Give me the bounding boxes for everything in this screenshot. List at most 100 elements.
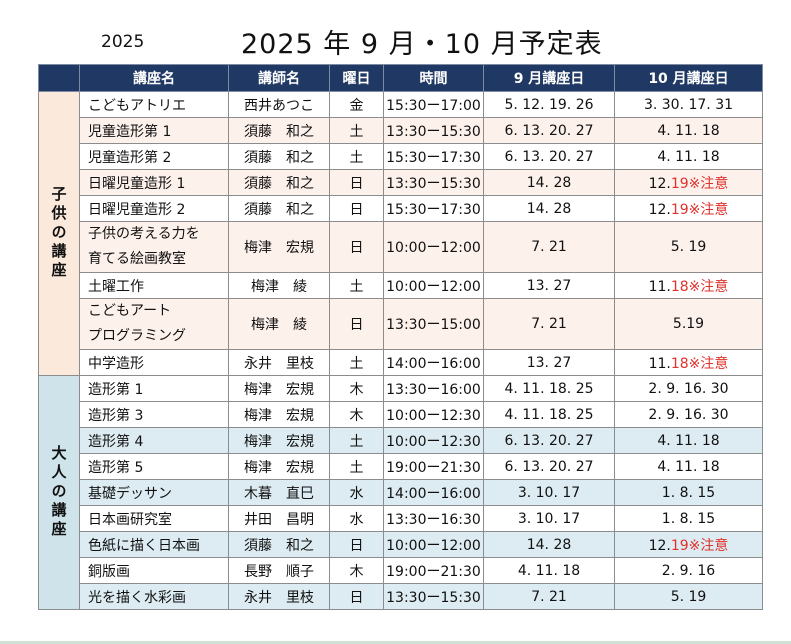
table-row: 色紙に描く日本画 須藤 和之 日 10:00ー12:00 14. 28 12.1…: [39, 531, 763, 558]
table-row: 中学造形 永井 里枝 土 14:00ー16:00 13. 27 11.18※注意: [39, 349, 763, 376]
time-range: 13:30ー15:30: [383, 169, 484, 196]
october-dates: 12.19※注意: [614, 195, 763, 222]
course-name-line1: 子供の考える力を: [88, 226, 200, 242]
september-dates: 4. 11. 18: [483, 557, 615, 584]
course-name: 造形第 1: [79, 375, 229, 402]
october-dates-text: 12.: [648, 175, 671, 192]
october-dates-text: 4. 11. 18: [657, 458, 720, 475]
teacher-name: 西井あつこ: [228, 91, 330, 118]
time-range: 15:30ー17:00: [383, 91, 484, 118]
october-dates-text: 2. 9. 16. 30: [648, 406, 729, 423]
table-row: 銅版画 長野 順子 木 19:00ー21:30 4. 11. 18 2. 9. …: [39, 557, 763, 584]
teacher-name: 須藤 和之: [228, 169, 330, 196]
course-name: 子供の考える力を 育てる絵画教室: [79, 221, 229, 273]
time-range: 19:00ー21:30: [383, 453, 484, 480]
september-dates: 6. 13. 20. 27: [483, 427, 615, 454]
october-dates: 2. 9. 16: [614, 557, 763, 584]
teacher-name: 井田 昌明: [228, 505, 330, 532]
table-row: 造形第 3 梅津 宏規 木 10:00ー12:30 4. 11. 18. 25 …: [39, 401, 763, 428]
october-caution-note: 19※注意: [670, 175, 729, 192]
weekday: 水: [329, 505, 384, 532]
october-dates: 12.19※注意: [614, 531, 763, 558]
teacher-name: 須藤 和之: [228, 143, 330, 170]
september-dates: 13. 27: [483, 272, 615, 299]
october-dates: 2. 9. 16. 30: [614, 375, 763, 402]
table-header-row: 講座名 講師名 曜日 時間 9 月講座日 10 月講座日: [38, 64, 763, 92]
weekday: 土: [329, 117, 384, 144]
time-range: 10:00ー12:00: [383, 221, 484, 273]
october-dates: 12.19※注意: [614, 169, 763, 196]
weekday: 木: [329, 375, 384, 402]
october-caution-note: 19※注意: [670, 537, 729, 554]
table-row: 児童造形第 2 須藤 和之 土 15:30ー17:30 6. 13. 20. 2…: [39, 143, 763, 170]
schedule-table: 講座名 講師名 曜日 時間 9 月講座日 10 月講座日 子供の講座 こどもアト…: [38, 64, 763, 610]
teacher-name: 梅津 綾: [228, 272, 330, 299]
september-dates: 14. 28: [483, 531, 615, 558]
table-row: 日曜児童造形 2 須藤 和之 日 15:30ー17:30 14. 28 12.1…: [39, 195, 763, 222]
time-range: 10:00ー12:30: [383, 401, 484, 428]
course-name: こどもアトリエ: [79, 91, 229, 118]
october-dates-text: 5.19: [672, 316, 705, 332]
october-dates: 4. 11. 18: [614, 427, 763, 454]
september-dates: 4. 11. 18. 25: [483, 401, 615, 428]
september-dates: 7. 21: [483, 221, 615, 273]
weekday: 日: [329, 195, 384, 222]
time-range: 15:30ー17:30: [383, 195, 484, 222]
october-dates: 5. 19: [614, 583, 763, 610]
header-day: 曜日: [329, 64, 384, 92]
october-dates: 3. 30. 17. 31: [614, 91, 763, 118]
time-range: 13:30ー15:30: [383, 583, 484, 610]
october-dates-text: 2. 9. 16. 30: [648, 380, 729, 397]
teacher-name: 梅津 宏規: [228, 453, 330, 480]
september-dates: 5. 12. 19. 26: [483, 91, 615, 118]
header-group-cell: [38, 64, 80, 92]
time-range: 13:30ー15:30: [383, 117, 484, 144]
teacher-name: 梅津 宏規: [228, 221, 330, 273]
october-dates: 2. 9. 16. 30: [614, 401, 763, 428]
teacher-name: 木暮 直巳: [228, 479, 330, 506]
teacher-name: 梅津 綾: [228, 298, 330, 350]
table-row: 日曜児童造形 1 須藤 和之 日 13:30ー15:30 14. 28 12.1…: [39, 169, 763, 196]
october-dates-text: 1. 8. 15: [661, 510, 716, 527]
september-dates: 4. 11. 18. 25: [483, 375, 615, 402]
october-dates: 4. 11. 18: [614, 143, 763, 170]
october-dates-text: 4. 11. 18: [657, 148, 720, 165]
time-range: 10:00ー12:30: [383, 427, 484, 454]
october-dates: 1. 8. 15: [614, 505, 763, 532]
table-row: 日本画研究室 井田 昌明 水 13:30ー16:30 3. 10. 17 1. …: [39, 505, 763, 532]
teacher-name: 梅津 宏規: [228, 375, 330, 402]
teacher-name: 梅津 宏規: [228, 427, 330, 454]
october-caution-note: 18※注意: [670, 355, 729, 372]
weekday: 土: [329, 427, 384, 454]
time-range: 13:30ー15:00: [383, 298, 484, 350]
course-name: 銅版画: [79, 557, 229, 584]
course-name: 日曜児童造形 1: [79, 169, 229, 196]
september-dates: 14. 28: [483, 169, 615, 196]
course-name: 児童造形第 1: [79, 117, 229, 144]
weekday: 木: [329, 401, 384, 428]
group-label-children: 子供の講座: [38, 91, 80, 376]
header-course: 講座名: [79, 64, 229, 92]
september-dates: 3. 10. 17: [483, 505, 615, 532]
course-name: 造形第 3: [79, 401, 229, 428]
october-dates: 4. 11. 18: [614, 453, 763, 480]
weekday: 土: [329, 349, 384, 376]
table-row: 造形第 4 梅津 宏規 土 10:00ー12:30 6. 13. 20. 27 …: [39, 427, 763, 454]
course-name: 光を描く水彩画: [79, 583, 229, 610]
group-label-adults: 大人の講座: [38, 375, 80, 610]
course-name-line2: 育てる絵画教室: [88, 251, 186, 267]
october-dates-text: 5. 19: [670, 588, 707, 605]
course-name-line1: こどもアート: [88, 303, 172, 319]
course-name: こどもアート プログラミング: [79, 298, 229, 350]
teacher-name: 長野 順子: [228, 557, 330, 584]
course-name: 造形第 5: [79, 453, 229, 480]
september-dates: 7. 21: [483, 583, 615, 610]
table-row: 子供の考える力を 育てる絵画教室 梅津 宏規 日 10:00ー12:00 7. …: [39, 221, 763, 273]
september-dates: 6. 13. 20. 27: [483, 117, 615, 144]
weekday: 日: [329, 221, 384, 273]
weekday: 水: [329, 479, 384, 506]
table-row: 子供の講座 こどもアトリエ 西井あつこ 金 15:30ー17:00 5. 12.…: [38, 91, 763, 376]
table-row: 造形第 5 梅津 宏規 土 19:00ー21:30 6. 13. 20. 27 …: [39, 453, 763, 480]
teacher-name: 永井 里枝: [228, 583, 330, 610]
october-dates-text: 12.: [648, 537, 671, 554]
